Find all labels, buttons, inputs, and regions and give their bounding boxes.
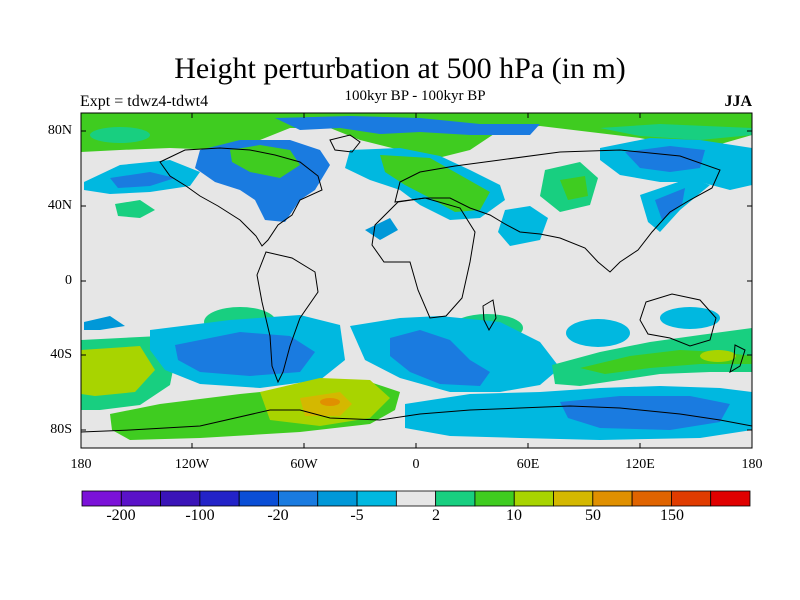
colorbar-swatch <box>199 490 240 507</box>
colorbar-label: -5 <box>350 507 364 524</box>
lon-tick-label: 180 <box>70 457 92 472</box>
colorbar-swatch <box>120 490 161 507</box>
madagascar-coastline <box>482 299 497 332</box>
experiment-label: Expt = tdwz4-tdwt4 <box>80 93 209 110</box>
lon-tick-label: 120W <box>174 457 210 472</box>
negative-anomaly-region <box>175 332 315 376</box>
colorbar-swatch <box>474 490 515 507</box>
positive-anomaly-region <box>90 127 150 143</box>
negative-anomaly-region <box>275 116 540 135</box>
negative-anomaly-region <box>566 319 630 347</box>
negative-anomaly-region <box>390 330 490 386</box>
new-zealand-coastline <box>729 344 746 374</box>
colorbar-swatch <box>317 490 358 507</box>
lon-tick-label: 60W <box>290 457 318 472</box>
colorbar-swatch <box>278 490 319 507</box>
colorbar-swatch <box>513 490 554 507</box>
positive-anomaly-region <box>380 155 490 212</box>
negative-anomaly-region <box>110 172 175 188</box>
positive-anomaly-region <box>81 113 752 160</box>
colorbar-swatch <box>592 490 633 507</box>
colorbar-swatch <box>710 490 751 507</box>
colorbar-swatch <box>356 490 397 507</box>
eurasia-coastline <box>394 149 721 273</box>
negative-anomaly-region <box>560 396 730 430</box>
lon-tick-label: 0 <box>412 457 420 472</box>
colorbar-label: 50 <box>585 507 601 524</box>
map-subtitle: 100kyr BP - 100kyr BP <box>344 88 486 104</box>
positive-anomaly-region <box>230 145 300 178</box>
coastlines <box>81 134 752 433</box>
positive-anomaly-region <box>320 398 340 406</box>
positive-anomaly-region <box>81 346 155 396</box>
positive-anomaly-region <box>600 124 752 140</box>
negative-anomaly-region <box>84 316 125 330</box>
africa-coastline <box>371 197 476 319</box>
positive-anomaly-region <box>700 350 736 362</box>
lat-tick-label: 0 <box>65 273 72 288</box>
positive-anomaly-region <box>115 200 155 218</box>
colorbar-swatch <box>631 490 672 507</box>
colorbar <box>81 490 751 507</box>
colorbar-swatch <box>238 490 279 507</box>
colorbar-label: 10 <box>506 507 522 524</box>
negative-anomaly-region <box>655 188 685 220</box>
season-label: JJA <box>724 93 752 110</box>
colorbar-swatch <box>395 490 437 507</box>
antarctica-coastline <box>81 405 752 433</box>
colorbar-swatch <box>160 490 201 507</box>
colorbar-swatch <box>553 490 594 507</box>
australia-coastline <box>639 293 717 347</box>
lat-tick-label: 40S <box>50 347 72 362</box>
north-america-coastline <box>159 147 323 247</box>
map-title: Height perturbation at 500 hPa (in m) <box>174 52 626 85</box>
colorbar-swatch <box>435 490 476 507</box>
colorbar-label: 2 <box>432 507 440 524</box>
negative-anomaly-region <box>660 307 720 329</box>
colorbar-swatch <box>81 490 122 507</box>
greenland-coastline <box>329 134 361 153</box>
lat-ticks <box>81 130 752 431</box>
colorbar-label: -200 <box>106 507 136 524</box>
lon-ticks <box>80 113 753 448</box>
south-america-coastline <box>256 251 319 384</box>
lon-tick-label: 180 <box>741 457 763 472</box>
colorbar-label: -20 <box>267 507 289 524</box>
negative-anomaly-region <box>498 206 548 246</box>
colorbar-label: 150 <box>660 507 684 524</box>
colorbar-swatch <box>671 490 712 507</box>
lon-tick-label: 60E <box>516 457 540 472</box>
lon-tick-label: 120E <box>625 457 655 472</box>
lat-tick-label: 80N <box>47 123 72 138</box>
lat-tick-label: 80S <box>50 422 72 437</box>
map-field <box>81 113 752 448</box>
lat-tick-label: 40N <box>47 198 72 213</box>
positive-anomaly-region <box>560 176 588 200</box>
colorbar-label: -100 <box>185 507 215 524</box>
